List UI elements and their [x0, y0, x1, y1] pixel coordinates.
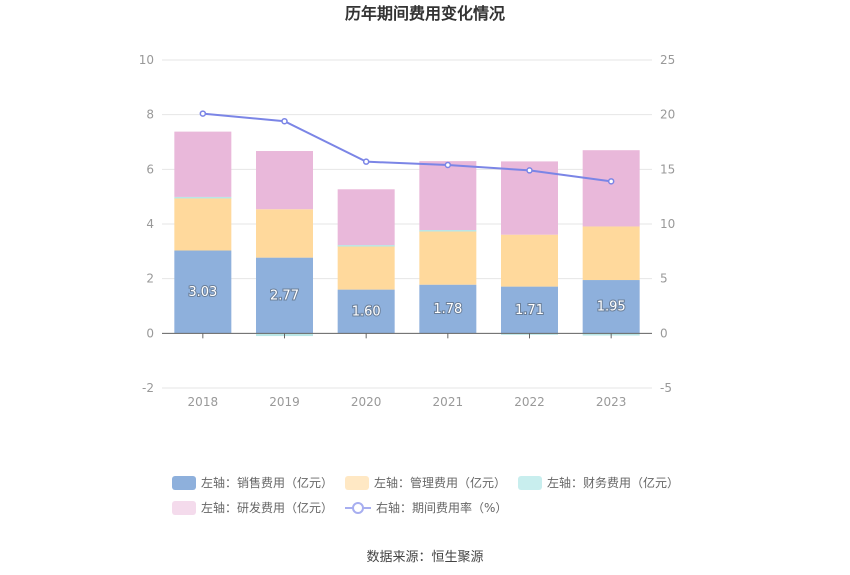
- legend: 左轴：销售费用（亿元） 左轴：管理费用（亿元） 左轴：财务费用（亿元） 左轴：研…: [172, 470, 692, 520]
- bar-3-2023: [582, 150, 640, 227]
- bar-value-label: 3.03: [188, 285, 217, 300]
- legend-label-sales: 左轴：销售费用（亿元）: [201, 476, 334, 490]
- x-tick-label: 2018: [188, 395, 219, 409]
- legend-item-sales[interactable]: 左轴：销售费用（亿元）: [172, 474, 345, 491]
- right-axis-ticks: -5 0 5 10 15 20 25: [660, 53, 675, 395]
- legend-swatch-sales: [172, 475, 196, 490]
- legend-row: 左轴：销售费用（亿元） 左轴：管理费用（亿元） 左轴：财务费用（亿元）: [172, 470, 692, 495]
- legend-label-rate: 右轴：期间费用率（%）: [376, 501, 508, 515]
- left-tick-label: 10: [139, 53, 154, 67]
- bar-0-2020: [337, 289, 395, 334]
- bar-2-2021: [419, 230, 477, 232]
- chart: 历年期间费用变化情况 -2 0 2 4 6 8 10 -5 0 5 10 15 20 25 3.03 2.…: [139, 4, 676, 409]
- legend-label-rnd: 左轴：研发费用（亿元）: [201, 501, 334, 515]
- right-tick-label: 0: [660, 326, 668, 340]
- rate-point-2020: [362, 158, 370, 165]
- left-tick-label: 6: [146, 162, 154, 176]
- legend-item-rate[interactable]: 右轴：期间费用率（%）: [345, 499, 518, 516]
- bar-value-label: 1.95: [597, 300, 626, 315]
- x-tick-label: 2022: [514, 395, 545, 409]
- bar-0-2022: [501, 286, 558, 334]
- bar-0-2021: [419, 284, 477, 334]
- bar-1-2019: [256, 209, 313, 258]
- legend-item-admin[interactable]: 左轴：管理费用（亿元）: [345, 474, 518, 491]
- x-tick-label: 2023: [596, 395, 627, 409]
- right-tick-label: -5: [660, 381, 672, 395]
- left-tick-label: 4: [146, 217, 154, 231]
- legend-row: 左轴：研发费用（亿元） 右轴：期间费用率（%）: [172, 495, 692, 520]
- legend-swatch-finance: [518, 475, 542, 490]
- x-tick-label: 2019: [269, 395, 300, 409]
- bar-2-2018: [174, 196, 232, 199]
- rate-point-2022: [526, 167, 533, 174]
- left-tick-label: -2: [142, 381, 154, 395]
- bar-1-2020: [337, 245, 395, 290]
- bar-3-2019: [256, 151, 313, 210]
- right-tick-label: 5: [660, 272, 668, 286]
- bar-value-label: 2.77: [270, 288, 299, 303]
- right-tick-label: 15: [660, 162, 675, 176]
- rate-point-2019: [281, 117, 288, 125]
- right-tick-label: 25: [660, 53, 675, 67]
- bar-1-2018: [174, 198, 232, 251]
- x-tick-label: 2020: [351, 395, 382, 409]
- bar-0-2019: [256, 257, 313, 334]
- x-axis: 2018 2019 2020 2021 2022 2023: [162, 332, 652, 409]
- legend-swatch-rate: [345, 501, 371, 514]
- legend-item-rnd[interactable]: 左轴：研发费用（亿元）: [172, 499, 345, 516]
- bar-1-2021: [419, 230, 477, 285]
- bar-1-2022: [501, 234, 558, 287]
- rate-point-2023: [607, 178, 615, 185]
- bar-3-2018: [174, 131, 232, 197]
- bar-1-2023: [582, 226, 640, 281]
- legend-item-finance[interactable]: 左轴：财务费用（亿元）: [518, 474, 691, 491]
- chart-title: 历年期间费用变化情况: [345, 4, 505, 23]
- bar-2-2020: [337, 245, 395, 247]
- right-tick-label: 10: [660, 217, 675, 231]
- bar-value-label: 1.71: [515, 303, 544, 318]
- rate-line: [199, 110, 615, 185]
- bar-value-label: 1.78: [433, 302, 462, 317]
- legend-label-finance: 左轴：财务费用（亿元）: [547, 476, 680, 490]
- rate-point-2021: [444, 161, 452, 169]
- bar-3-2020: [337, 189, 395, 246]
- bar-0-2023: [582, 280, 640, 334]
- left-tick-label: 8: [146, 108, 154, 122]
- bar-value-label: 1.60: [352, 304, 381, 319]
- legend-swatch-admin: [345, 475, 369, 490]
- legend-swatch-rnd: [172, 500, 196, 515]
- bars: [174, 131, 640, 337]
- legend-label-admin: 左轴：管理费用（亿元）: [374, 476, 507, 490]
- bar-3-2021: [419, 161, 477, 231]
- bar-labels: 3.03 2.77 1.60 1.78 1.71 1.95: [187, 284, 626, 321]
- rate-point-2018: [199, 110, 207, 117]
- grid-lines: [162, 59, 652, 389]
- bar-0-2018: [174, 250, 232, 334]
- left-tick-label: 0: [146, 326, 154, 340]
- left-axis-ticks: -2 0 2 4 6 8 10: [139, 53, 154, 395]
- rate-line-path: [202, 112, 612, 183]
- left-tick-label: 2: [146, 272, 154, 286]
- right-tick-label: 20: [660, 108, 675, 122]
- data-source: 数据来源：恒生聚源: [366, 550, 484, 565]
- x-tick-label: 2021: [433, 395, 464, 409]
